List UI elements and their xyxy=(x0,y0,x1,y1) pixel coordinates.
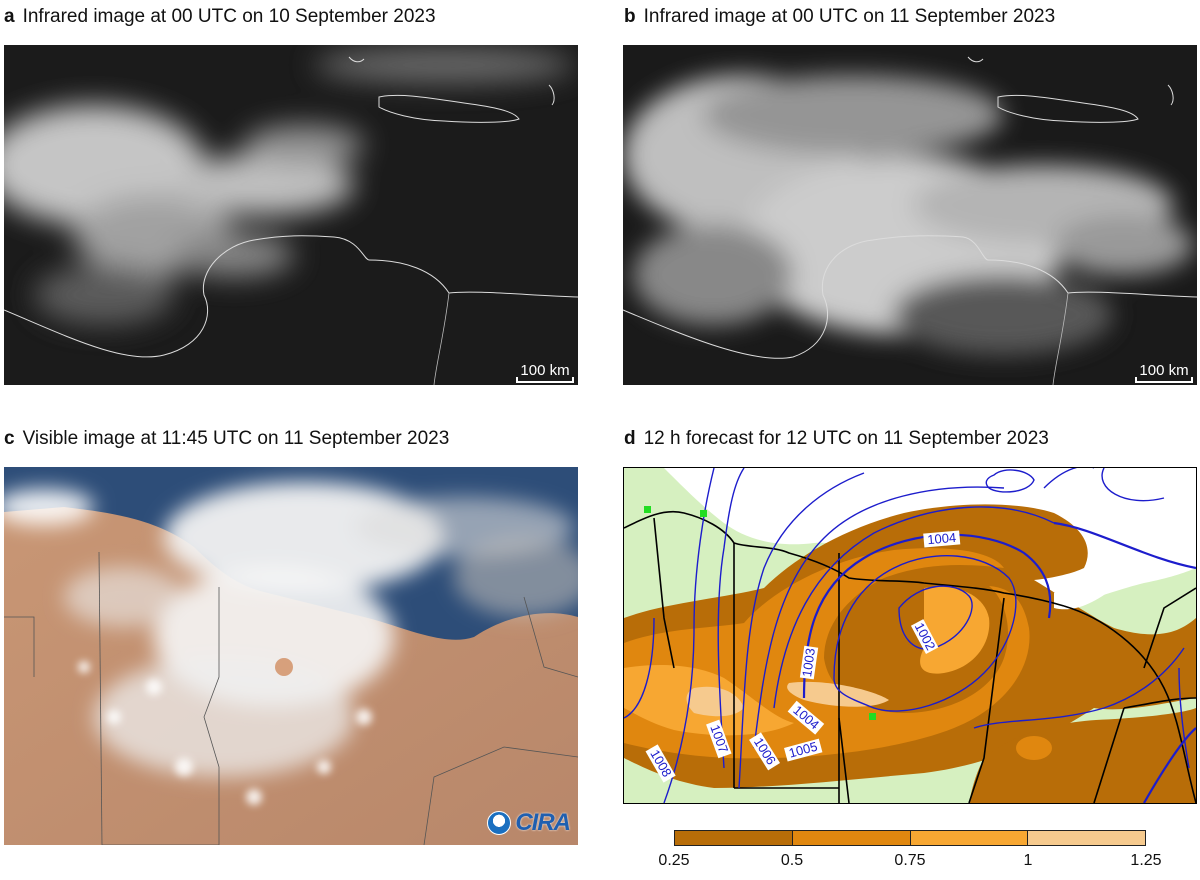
colorbar-tick-3: 1 xyxy=(1023,852,1033,869)
colorbar-segment-3 xyxy=(1028,831,1145,845)
colorbar-segment-0 xyxy=(675,831,793,845)
isobar-label-1004-top: 1004 xyxy=(927,530,957,547)
panel-d-title: d 12 h forecast for 12 UTC on 11 Septembe… xyxy=(624,428,1049,449)
infrared-image-a xyxy=(4,45,578,385)
station-marker xyxy=(700,510,707,517)
station-marker xyxy=(644,506,651,513)
visible-image-panel-c: CIRA xyxy=(4,467,578,845)
infrared-image-panel-b: 100 km xyxy=(623,45,1197,385)
country-borders xyxy=(624,510,1196,803)
colorbar-tick-0: 0.25 xyxy=(658,852,690,869)
colorbar xyxy=(674,830,1146,846)
colorbar-tick-1: 0.5 xyxy=(780,852,804,869)
noaa-logo-icon xyxy=(487,811,512,835)
panel-b-title: b Infrared image at 00 UTC on 11 Septembe… xyxy=(624,6,1056,27)
colorbar-segment-1 xyxy=(792,831,911,845)
scale-bar-b: 100 km xyxy=(1135,362,1193,383)
isobar-label-1005: 1005 xyxy=(787,739,819,761)
isobar-label-1003: 1003 xyxy=(799,647,818,678)
colorbar-tick-4: 1.25 xyxy=(1130,852,1162,869)
colorbar-tick-2: 0.75 xyxy=(894,852,926,869)
forecast-map-panel-d: 1002 1003 1004 1004 1005 1006 xyxy=(623,467,1197,804)
scale-bar-a: 100 km xyxy=(516,362,574,383)
cira-logo: CIRA xyxy=(487,809,571,837)
forecast-map: 1002 1003 1004 1004 1005 1006 xyxy=(624,468,1196,803)
panel-a-title: a Infrared image at 00 UTC on 10 Septembe… xyxy=(4,6,436,27)
visible-image-c xyxy=(4,467,578,845)
isobars xyxy=(624,468,1196,803)
shading-1-1.25 xyxy=(686,686,744,717)
station-marker xyxy=(869,713,876,720)
infrared-image-panel-a: 100 km xyxy=(4,45,578,385)
infrared-image-b xyxy=(623,45,1197,385)
colorbar-segment-2 xyxy=(910,831,1029,845)
panel-c-title: c Visible image at 11:45 UTC on 11 Septem… xyxy=(4,428,450,449)
